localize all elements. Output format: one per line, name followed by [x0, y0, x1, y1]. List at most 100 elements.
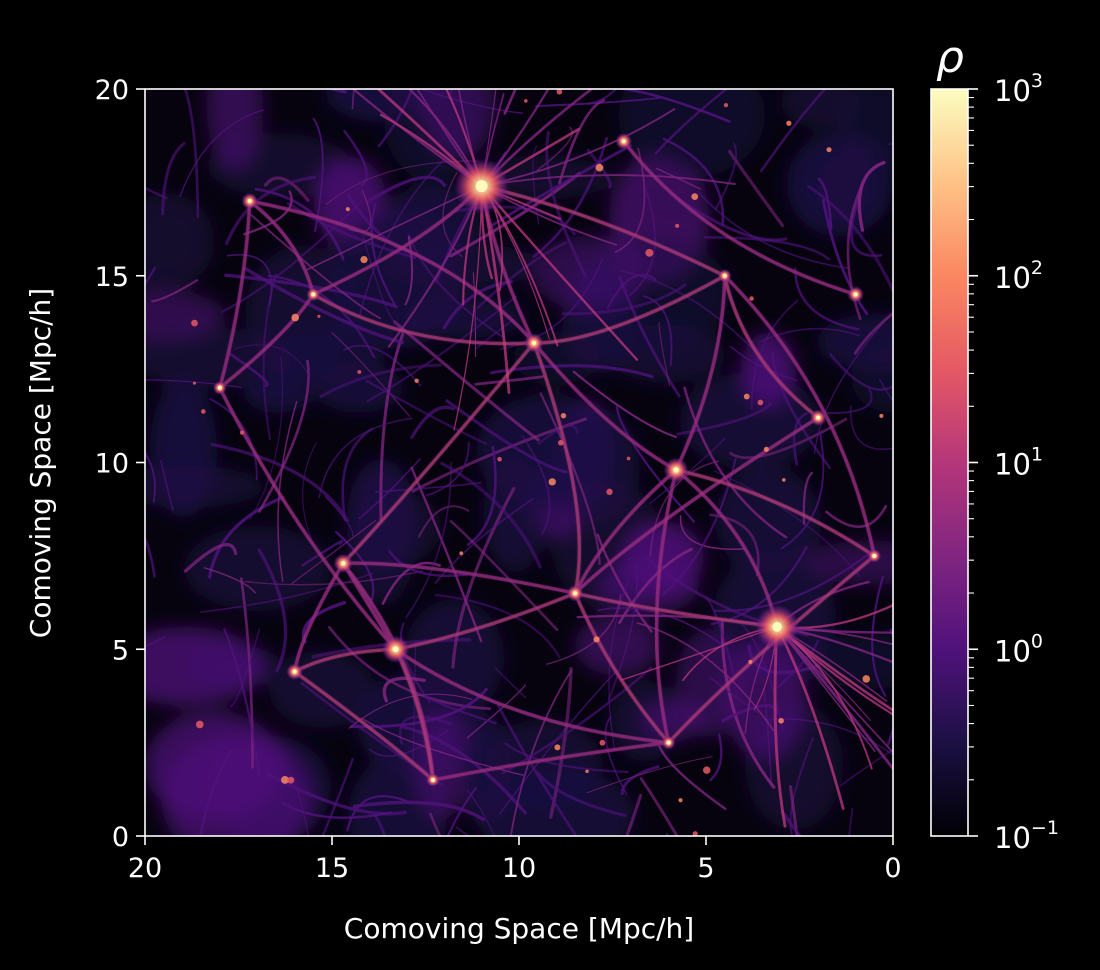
halo-knot	[826, 147, 832, 153]
filament	[679, 515, 746, 550]
filament	[730, 345, 798, 381]
filament	[449, 520, 559, 632]
x-tick-label: 20	[128, 853, 162, 884]
density-cloud	[328, 209, 466, 349]
halo-knot	[459, 551, 464, 556]
filament	[788, 785, 799, 836]
filament	[697, 191, 850, 270]
filament	[549, 666, 573, 819]
filament	[234, 344, 310, 377]
filament	[267, 274, 376, 359]
filament	[210, 442, 350, 523]
filament-core	[655, 469, 677, 744]
filament	[451, 487, 516, 669]
y-tick-label: 15	[95, 262, 129, 293]
filament	[229, 352, 269, 388]
halo-core	[392, 646, 399, 653]
filament	[825, 504, 888, 528]
y-axis-label: Comoving Space [Mpc/h]	[24, 288, 57, 638]
filament	[453, 185, 483, 431]
filament	[762, 688, 773, 788]
halo-knot	[606, 488, 613, 495]
halo-knot	[675, 223, 680, 228]
filament	[615, 405, 695, 523]
y-tick-label: 10	[95, 449, 129, 480]
filament	[561, 283, 687, 316]
halo-knot	[743, 393, 750, 400]
filament	[352, 800, 485, 822]
halo-core	[531, 340, 537, 346]
density-cloud	[314, 363, 403, 413]
halo-core	[311, 292, 316, 297]
filament	[359, 158, 446, 316]
filament	[418, 505, 470, 538]
filament	[480, 89, 497, 187]
filament	[654, 89, 729, 155]
y-axis-ticks: 0 5 10 15 20	[95, 75, 145, 853]
filament-core	[675, 275, 726, 471]
filament	[160, 459, 174, 512]
colorbar: 10−1 100 101 102 103 ρ	[930, 32, 1059, 855]
filament-core	[394, 648, 434, 781]
colorbar-tick-label: 103	[994, 70, 1043, 108]
filament	[302, 442, 317, 548]
halo-knot	[281, 775, 289, 784]
filament	[243, 267, 405, 345]
filament	[539, 392, 601, 566]
filament	[266, 772, 407, 816]
filament	[455, 826, 470, 836]
filament	[780, 810, 802, 836]
filament	[445, 399, 568, 474]
filament	[546, 594, 622, 665]
filament	[466, 445, 497, 546]
filament	[713, 470, 861, 578]
filament	[249, 356, 283, 520]
filament	[362, 235, 398, 325]
filament	[293, 775, 310, 836]
halo-knot	[748, 659, 753, 664]
filament	[290, 519, 377, 585]
halo-core	[247, 199, 252, 204]
filament	[759, 327, 861, 343]
density-cloud	[145, 289, 226, 340]
filament	[826, 388, 873, 415]
y-tick-label: 5	[112, 635, 129, 666]
halo-knot	[593, 636, 600, 643]
filament-core	[480, 185, 726, 277]
halo-knot	[191, 319, 198, 327]
filament	[848, 807, 854, 836]
halo-core	[475, 180, 488, 193]
filament	[480, 89, 594, 188]
filament-core	[675, 469, 875, 557]
halo-knot	[554, 744, 561, 751]
x-tick-label: 0	[884, 853, 901, 884]
filament	[324, 496, 354, 537]
density-cloud	[476, 768, 637, 836]
filament	[370, 202, 396, 306]
x-tick-label: 10	[502, 853, 536, 884]
filament-core	[675, 469, 778, 628]
filament	[780, 431, 825, 550]
filament	[343, 129, 368, 188]
filament	[628, 187, 656, 296]
filament	[376, 89, 484, 188]
halo-core	[722, 273, 727, 278]
filament	[501, 666, 653, 775]
filament-core	[394, 648, 670, 744]
halo-knot	[702, 766, 711, 774]
filament	[480, 174, 736, 188]
y-tick-label: 0	[112, 822, 129, 853]
filament	[597, 607, 725, 647]
filament	[773, 625, 787, 828]
filament	[331, 332, 411, 418]
halo-knot	[678, 798, 683, 803]
filament-core	[219, 293, 314, 389]
filament	[179, 109, 264, 198]
filament	[662, 137, 725, 227]
density-cloud	[145, 627, 265, 706]
halo-core	[430, 777, 435, 782]
filament-core	[533, 342, 677, 471]
filament	[649, 438, 726, 504]
colorbar-gradient	[930, 88, 969, 837]
filament	[709, 733, 723, 782]
